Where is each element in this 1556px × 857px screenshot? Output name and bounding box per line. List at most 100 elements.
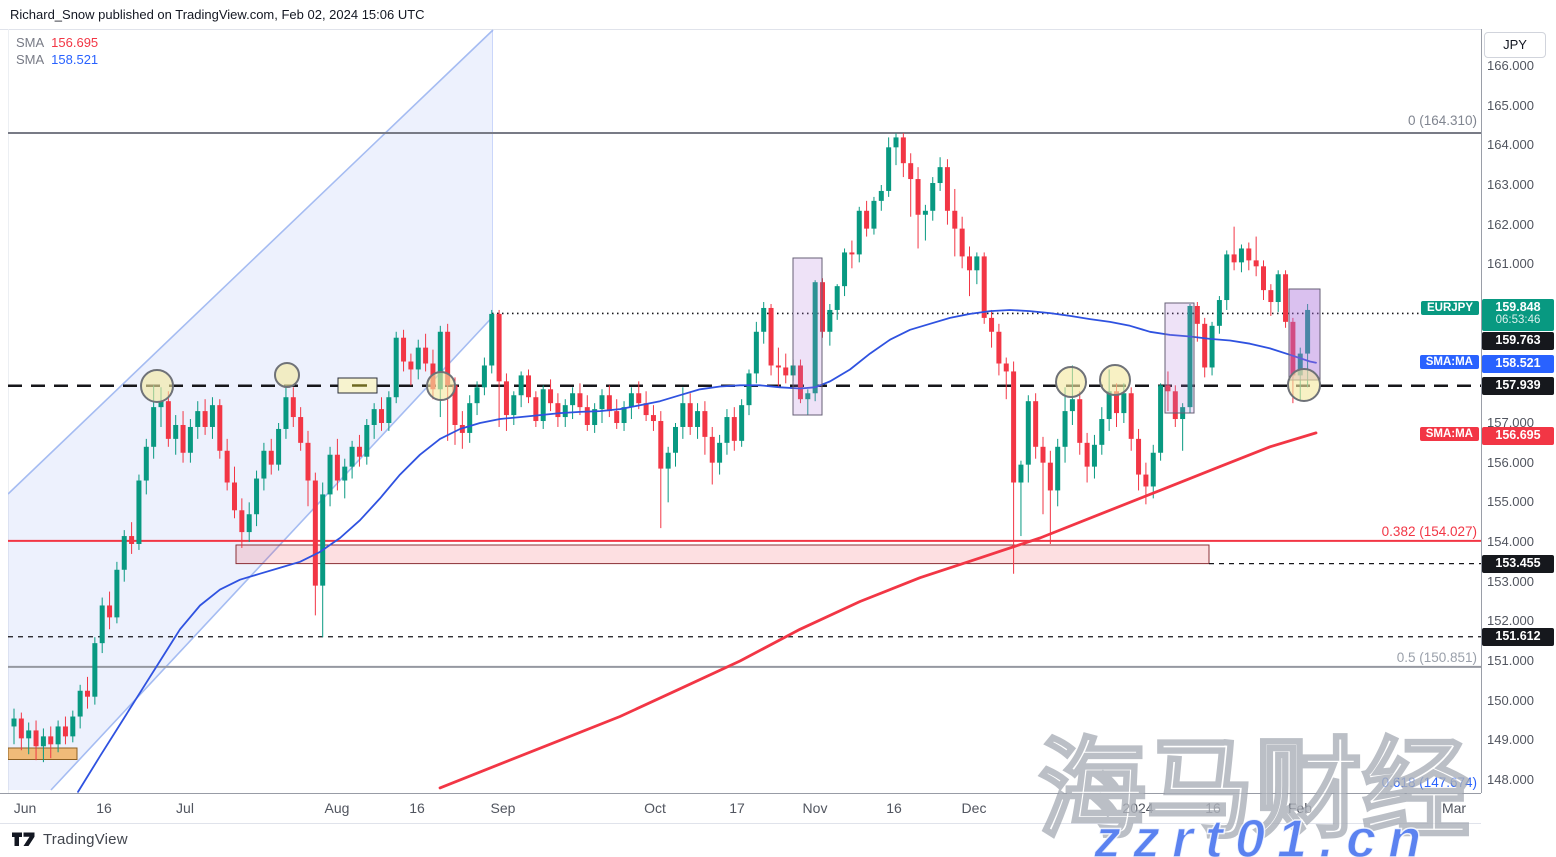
- candle-body-up: [246, 514, 252, 533]
- price-tick-label: 152.000: [1487, 613, 1534, 629]
- candle-body-up: [871, 200, 877, 229]
- legend-sma-red[interactable]: SMA 156.695: [16, 34, 98, 51]
- hline-price-label: 151.612: [1482, 628, 1554, 646]
- highlight-circle[interactable]: [274, 362, 300, 388]
- highlight-box-3-rect: [1288, 288, 1321, 381]
- candle-body-up: [70, 716, 76, 737]
- time-scale[interactable]: Jun 16 Jul Aug 16 Sep Oct 17 Nov 16 Dec 2024 16 Feb Ma…: [0, 793, 1481, 824]
- candle-body-down: [908, 163, 914, 180]
- time-tick-label: 16: [409, 800, 425, 816]
- highlight-circle[interactable]: [1099, 364, 1131, 396]
- candle-body-up: [562, 405, 568, 418]
- candle-body-up: [570, 393, 576, 406]
- candle-body-down: [702, 411, 708, 437]
- candle-body-down: [555, 403, 561, 418]
- candle-body-down: [408, 361, 414, 370]
- candle-body-down: [1084, 442, 1090, 467]
- support-box[interactable]: [8, 747, 78, 760]
- time-tick-label: 16: [886, 800, 902, 816]
- candle-body-down: [1290, 321, 1296, 376]
- candle-body-down: [1114, 391, 1119, 414]
- highlight-circle[interactable]: [426, 371, 456, 401]
- legend-sma-blue-label: SMA: [16, 52, 45, 67]
- time-tick-label: Sep: [490, 800, 516, 816]
- candle-body-down: [643, 403, 649, 416]
- candle-body-up: [489, 313, 495, 366]
- candle-body-down: [445, 331, 451, 386]
- sma-blue-line[interactable]: [77, 309, 1317, 793]
- candle-body-up: [195, 411, 201, 427]
- candle-body-up: [1055, 446, 1061, 491]
- flag-box[interactable]: [337, 377, 378, 394]
- legend-sma-blue[interactable]: SMA 158.521: [16, 51, 98, 68]
- candle-body-up: [474, 387, 480, 404]
- candle-body-up: [761, 307, 767, 332]
- price-scale-border: [1481, 29, 1482, 793]
- price-channel[interactable]: [8, 29, 494, 791]
- candle-body-up: [99, 605, 105, 644]
- tradingview-logo-text: TradingView: [43, 831, 128, 848]
- chart-pane[interactable]: [8, 29, 1481, 793]
- time-tick-label: 17: [729, 800, 745, 816]
- highlight-box-1[interactable]: [792, 257, 823, 416]
- candle-body-down: [981, 256, 987, 318]
- candle-body-down: [783, 367, 789, 376]
- supply-zone[interactable]: [235, 544, 1210, 565]
- legend-sma-red-label: SMA: [16, 35, 45, 50]
- candle-body-up: [842, 252, 848, 287]
- highlight-box-3[interactable]: [1288, 288, 1321, 381]
- price-scale[interactable]: JPY 166.000 165.000 164.000 163.000 162.000 1…: [1481, 29, 1556, 822]
- candle-body-down: [33, 730, 39, 747]
- candle-body-down: [1033, 401, 1039, 447]
- candle-body-down: [959, 228, 965, 257]
- candle-body-down: [577, 393, 583, 408]
- currency-toggle-button[interactable]: JPY: [1484, 32, 1546, 58]
- candle-body-up: [599, 395, 605, 410]
- price-tick-label: 163.000: [1487, 177, 1534, 192]
- hline-price-label: 159.763: [1482, 332, 1554, 350]
- price-tick-label: 162.000: [1487, 216, 1534, 232]
- candle-body-up: [209, 405, 215, 427]
- time-tick-label: Aug: [324, 800, 350, 816]
- highlight-circle[interactable]: [1287, 368, 1321, 402]
- candle-body-up: [1224, 254, 1230, 301]
- price-tick-label: 154.000: [1487, 534, 1534, 549]
- candle-body-up: [114, 569, 120, 618]
- candle-body-down: [584, 407, 590, 425]
- candle-body-down: [1040, 446, 1046, 463]
- price-tick-label: 164.000: [1487, 137, 1534, 153]
- tradingview-brand[interactable]: TradingView: [12, 831, 128, 848]
- candle-body-down: [967, 256, 972, 271]
- candle-body-up: [1121, 393, 1127, 414]
- candle-body-up: [893, 137, 899, 148]
- price-channel-fill: [8, 30, 493, 790]
- candle-body-down: [1246, 248, 1252, 261]
- candle-body-down: [1231, 254, 1237, 263]
- countdown-timer: 06:53:46: [1495, 314, 1541, 326]
- candle-body-up: [151, 407, 157, 447]
- candle-body-down: [290, 397, 296, 418]
- highlight-box-2[interactable]: [1164, 302, 1195, 414]
- candle-body-down: [180, 424, 186, 453]
- candle-body-up: [40, 736, 46, 747]
- candle-body-down: [1011, 371, 1017, 483]
- highlight-circle[interactable]: [140, 369, 174, 403]
- candle-body-down: [107, 605, 113, 618]
- highlight-circle[interactable]: [1055, 366, 1087, 398]
- candle-body-down: [1143, 474, 1149, 487]
- candle-body-down: [423, 347, 429, 364]
- candle-body-down: [298, 417, 304, 443]
- candle-body-down: [503, 381, 509, 416]
- candle-body-up: [386, 397, 392, 424]
- candle-body-up: [827, 309, 833, 332]
- candle-body-down: [1261, 266, 1266, 291]
- candle-body-up: [261, 450, 267, 479]
- fib-level-label: 0.382 (154.027): [1381, 524, 1477, 539]
- price-tick-label: 157.000: [1487, 415, 1534, 430]
- candle-body-up: [621, 407, 627, 424]
- candle-body-down: [62, 726, 68, 737]
- sma-red-line[interactable]: [438, 431, 1318, 790]
- time-tick-label: 16: [1205, 800, 1221, 816]
- highlight-box-2-rect: [1164, 302, 1195, 414]
